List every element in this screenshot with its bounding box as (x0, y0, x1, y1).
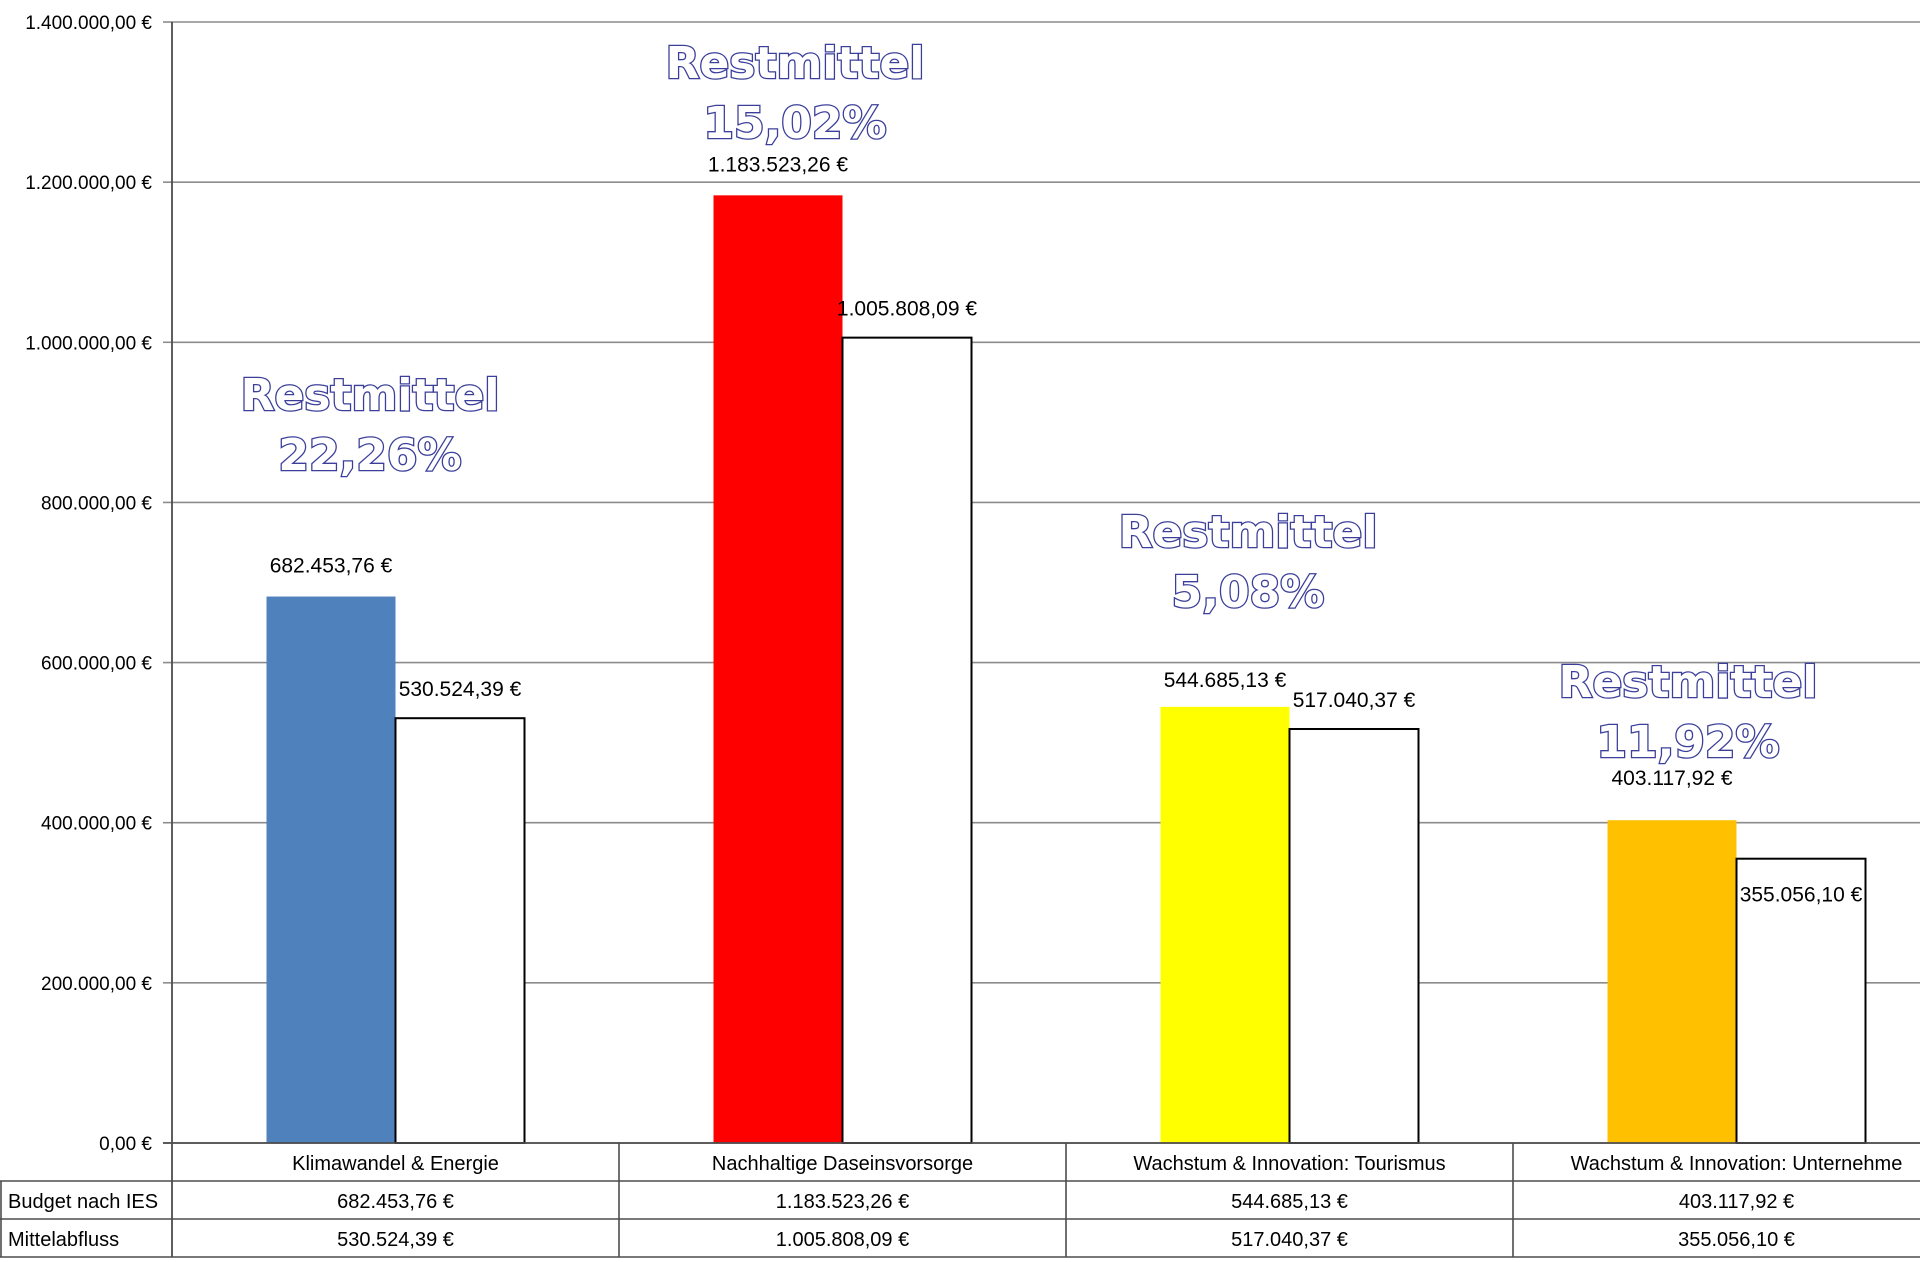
bar-budget (713, 195, 843, 1144)
annotation-value: 15,02% (703, 98, 886, 149)
legend-mittelabfluss: Mittelabfluss (8, 1229, 119, 1251)
restmittel-annotations: Restmittel 22,26% Restmittel 15,02% Restmitt… (239, 37, 1818, 770)
data-label-mittelabfluss: 517.040,37 € (1293, 689, 1416, 712)
table-cell-budget: 1.183.523,26 € (776, 1191, 909, 1213)
table-cell-mittelabfluss: 355.056,10 € (1678, 1229, 1795, 1251)
y-tick-label: 1.400.000,00 € (25, 13, 152, 34)
data-label-budget: 682.453,76 € (270, 555, 393, 578)
data-label-mittelabfluss: 355.056,10 € (1740, 884, 1863, 907)
data-label-budget: 544.685,13 € (1164, 669, 1287, 692)
table-cell-budget: 403.117,92 € (1679, 1191, 1794, 1213)
annotation-value: 11,92% (1596, 717, 1779, 768)
annotation-title: Restmittel (1119, 507, 1378, 558)
y-axis-ticks: 0,00 € 200.000,00 € 400.000,00 € 600.000,00… (25, 13, 152, 1155)
data-label-budget: 403.117,92 € (1611, 767, 1732, 790)
annotation-title: Restmittel (241, 370, 500, 421)
bar-budget (266, 596, 396, 1143)
bar-budget (1607, 820, 1737, 1143)
y-tick-label: 1.200.000,00 € (25, 173, 152, 194)
category-label: Klimawandel & Energie (292, 1153, 499, 1175)
bar-mittelabfluss (1735, 857, 1867, 1145)
y-tick-label: 1.000.000,00 € (25, 333, 152, 354)
category-label: Wachstum & Innovation: Unternehme (1571, 1153, 1903, 1175)
data-label-mittelabfluss: 1.005.808,09 € (837, 298, 977, 321)
y-tick-label: 600.000,00 € (41, 654, 152, 675)
table-cell-mittelabfluss: 530.524,39 € (337, 1229, 454, 1251)
table-cell-mittelabfluss: 1.005.808,09 € (776, 1229, 909, 1251)
bar-mittelabfluss (1288, 727, 1420, 1145)
annotation-value: 5,08% (1172, 567, 1325, 618)
table-cell-budget: 682.453,76 € (337, 1191, 454, 1213)
table-cell-budget: 544.685,13 € (1231, 1191, 1348, 1213)
annotation-value: 22,26% (278, 430, 461, 481)
bars (266, 195, 1867, 1145)
data-label-mittelabfluss: 530.524,39 € (399, 678, 522, 701)
data-table: Klimawandel & Energie 682.453,76 € 530.524… (0, 1143, 1920, 1258)
y-tick-label: 200.000,00 € (41, 974, 152, 995)
y-tick-label: 400.000,00 € (41, 814, 152, 835)
bar-budget (1160, 706, 1290, 1143)
annotation-title: Restmittel (666, 38, 925, 89)
annotation-title: Restmittel (1559, 657, 1818, 708)
bar-mittelabfluss (841, 336, 973, 1145)
category-label: Nachhaltige Daseinsvorsorge (712, 1153, 973, 1175)
table-cell-mittelabfluss: 517.040,37 € (1231, 1229, 1348, 1251)
legend-budget: Budget nach IES (8, 1191, 158, 1213)
data-labels: 682.453,76 € 530.524,39 € 1.183.523,26 € 1.… (270, 153, 1863, 906)
category-label: Wachstum & Innovation: Tourismus (1133, 1153, 1445, 1175)
y-tick-label: 0,00 € (99, 1134, 152, 1155)
data-label-budget: 1.183.523,26 € (708, 153, 848, 176)
bar-mittelabfluss (394, 717, 526, 1144)
y-tick-label: 800.000,00 € (41, 493, 152, 514)
axes (163, 22, 1920, 1257)
